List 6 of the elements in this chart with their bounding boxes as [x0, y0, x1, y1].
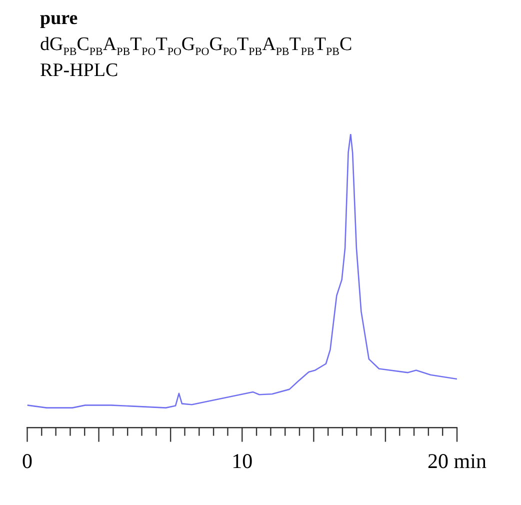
x-tick-label: 10 [232, 448, 253, 473]
text: dG$_{PB}$C$_{PB}$A$_{PB}$T$_{PO}$T$_{PO}$G$_{PO}$G$_{PO}$T$_{PB}$A$_{PB}$T$_{PB}$T$_{PB}$C [40, 34, 352, 58]
chart-title: pure [40, 8, 78, 30]
x-tick-label: 20 min [428, 448, 487, 473]
text: RP-HPLC [40, 60, 118, 82]
x-tick-label: 0 [22, 448, 32, 473]
